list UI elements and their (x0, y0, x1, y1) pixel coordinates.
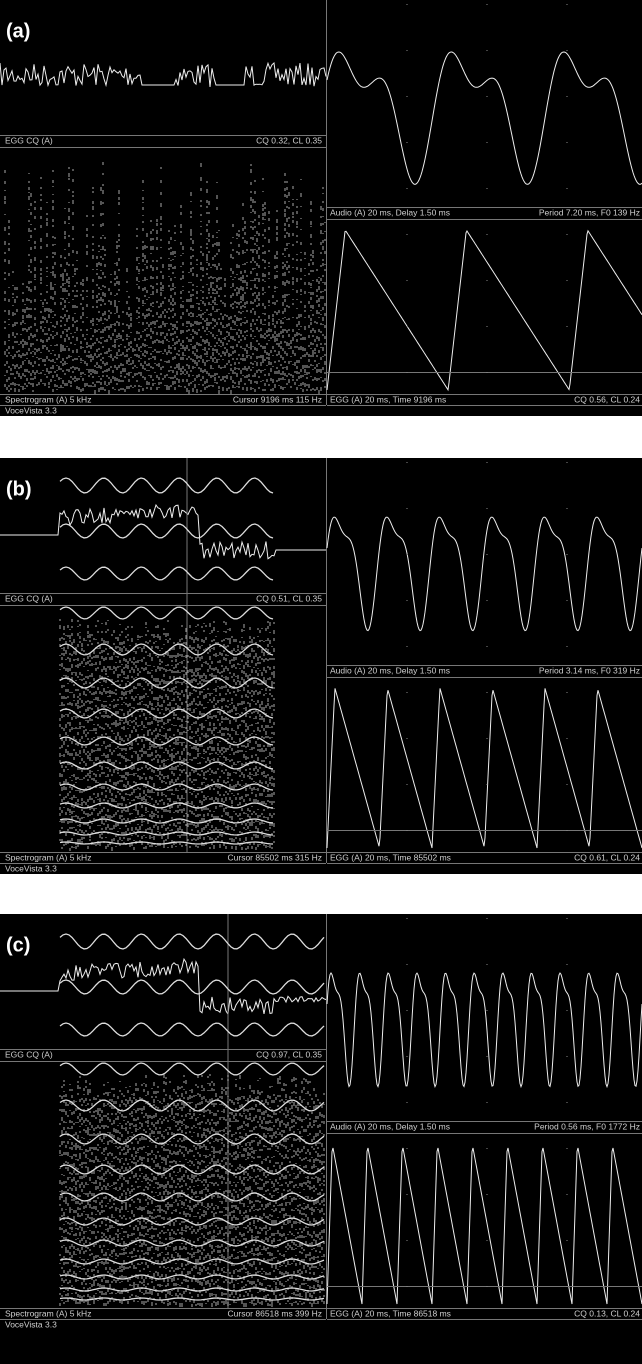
egg-cq-trace (0, 61, 327, 88)
vocevista-window: EGG CQ (A) CQ 0.32, CL 0.35 Spectrogram (A… (0, 0, 642, 416)
status-text: Cursor 85502 ms 315 Hz (228, 852, 323, 862)
audio-waveform (326, 972, 642, 1089)
harmonic (59, 1022, 325, 1037)
harmonic (59, 802, 274, 809)
status-text: Spectrogram (A) 5 kHz (5, 852, 91, 862)
status-text: Period 0.56 ms, F0 1772 Hz (534, 1121, 640, 1131)
audio-waveform (326, 516, 642, 632)
status-text: CQ 0.32, CL 0.35 (256, 135, 322, 145)
harmonic (59, 477, 274, 494)
harmonic (59, 818, 274, 824)
audio-waveform (326, 51, 642, 185)
status-text: CQ 0.13, CL 0.24 (574, 1308, 640, 1318)
status-text: Audio (A) 20 ms, Delay 1.50 ms (330, 207, 450, 217)
harmonic (59, 1133, 325, 1145)
harmonic (59, 761, 274, 770)
egg-waveform (326, 1147, 642, 1305)
status-text: Audio (A) 20 ms, Delay 1.50 ms (330, 1121, 450, 1131)
harmonic (59, 1287, 325, 1292)
harmonic (59, 979, 325, 995)
harmonic (59, 1274, 325, 1280)
harmonic (59, 1099, 325, 1112)
status-text: CQ 0.51, CL 0.35 (256, 593, 322, 603)
status-text: EGG (A) 20 ms, Time 86518 ms (330, 1308, 451, 1318)
spectrogram-noise (59, 1074, 325, 1307)
status-text: Cursor 86518 ms 399 Hz (228, 1308, 323, 1318)
status-text: CQ 0.56, CL 0.24 (574, 394, 640, 404)
harmonic (59, 523, 274, 539)
harmonic (59, 783, 274, 791)
status-text: Audio (A) 20 ms, Delay 1.50 ms (330, 665, 450, 675)
egg-waveform (326, 229, 642, 392)
harmonic (59, 643, 274, 656)
status-text: VoceVista 3.3 (5, 405, 57, 415)
harmonic (59, 708, 274, 719)
harmonic (59, 736, 274, 746)
harmonic (59, 606, 274, 620)
status-text: EGG CQ (A) (5, 1049, 53, 1059)
egg-cq-trace (0, 503, 326, 560)
harmonic (59, 1192, 325, 1202)
status-text: Spectrogram (A) 5 kHz (5, 394, 91, 404)
harmonic (59, 1217, 325, 1226)
status-text: Period 3.14 ms, F0 319 Hz (539, 665, 640, 675)
harmonic (59, 933, 325, 950)
spectrogram-noise (4, 162, 326, 394)
status-text: VoceVista 3.3 (5, 1319, 57, 1329)
panel-tag: (c) (6, 934, 30, 956)
harmonic (59, 1164, 325, 1175)
status-text: Cursor 9196 ms 115 Hz (233, 394, 322, 404)
status-text: EGG CQ (A) (5, 135, 53, 145)
status-text: CQ 0.61, CL 0.24 (574, 852, 640, 862)
harmonic (59, 841, 274, 845)
harmonic (59, 566, 274, 581)
harmonic (59, 1297, 325, 1301)
status-text: Period 7.20 ms, F0 139 Hz (539, 207, 640, 217)
harmonic (59, 831, 274, 836)
spectrogram-noise (59, 619, 275, 851)
status-text: Spectrogram (A) 5 kHz (5, 1308, 91, 1318)
status-text: CQ 0.97, CL 0.35 (256, 1049, 322, 1059)
status-text: EGG (A) 20 ms, Time 9196 ms (330, 394, 446, 404)
harmonic (59, 1062, 325, 1076)
panel-tag: (a) (6, 20, 30, 42)
harmonic (59, 677, 274, 689)
panel-tag: (b) (6, 478, 32, 500)
status-text: EGG CQ (A) (5, 593, 53, 603)
egg-cq-trace (0, 957, 327, 1016)
vocevista-window: EGG CQ (A) CQ 0.51, CL 0.35 Spectrogram (A… (0, 458, 642, 874)
status-text: EGG (A) 20 ms, Time 85502 ms (330, 852, 451, 862)
status-text: VoceVista 3.3 (5, 863, 57, 873)
harmonic (59, 1258, 325, 1265)
vocevista-window: EGG CQ (A) CQ 0.97, CL 0.35 Spectrogram (A… (0, 914, 642, 1364)
harmonic (59, 1239, 325, 1247)
egg-waveform (326, 688, 642, 849)
